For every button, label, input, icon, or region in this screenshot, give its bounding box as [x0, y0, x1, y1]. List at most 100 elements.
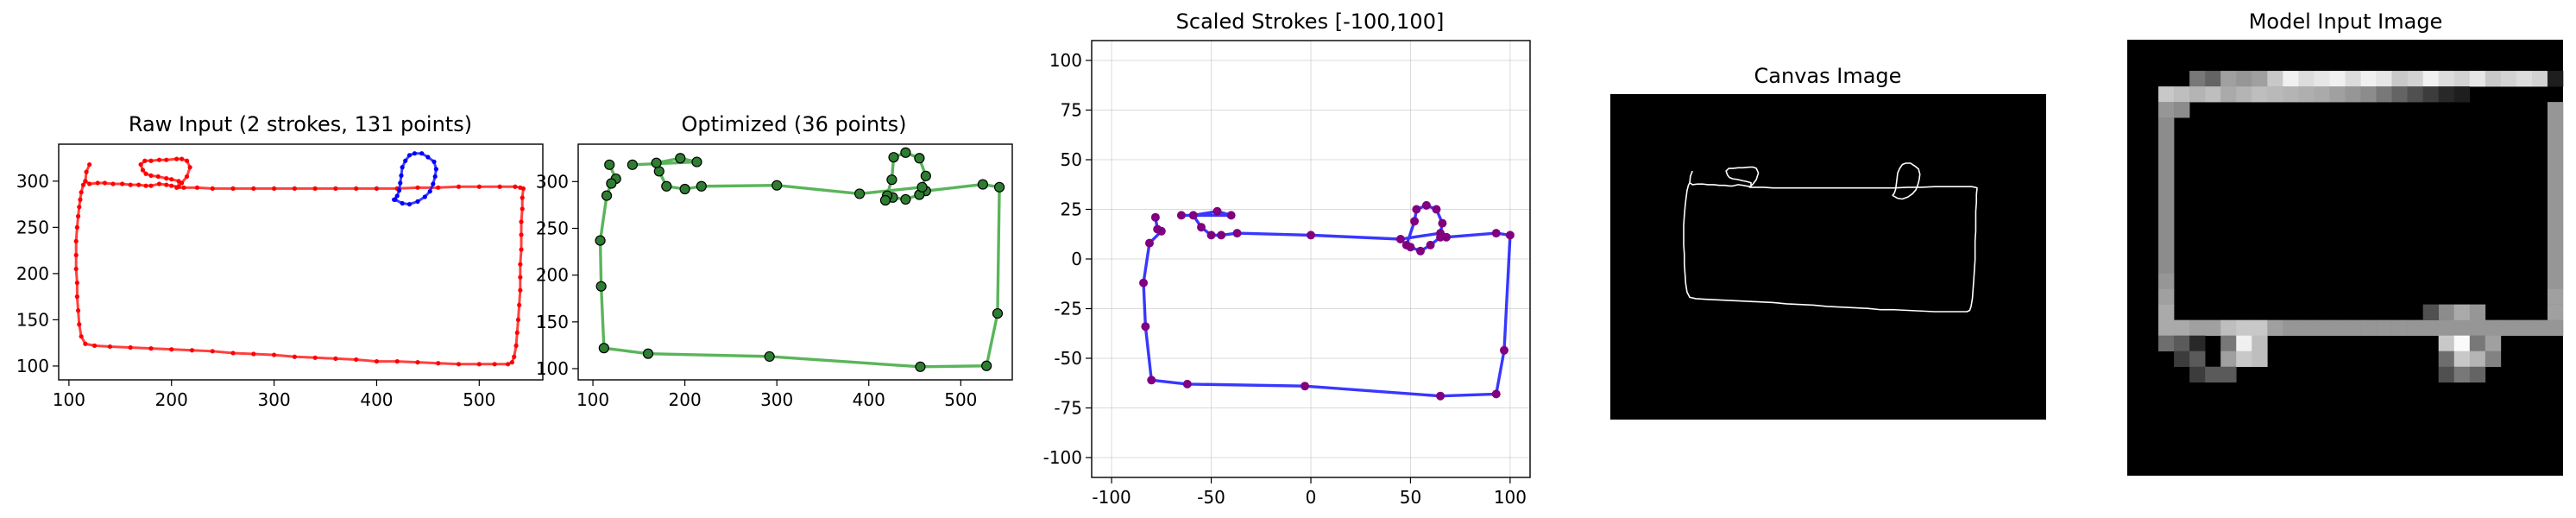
pixel-cell — [2189, 319, 2206, 336]
pixel-cell — [2252, 351, 2268, 368]
stroke-point — [143, 171, 148, 176]
stroke-point — [194, 185, 200, 190]
stroke-point — [74, 294, 79, 300]
stroke-point — [497, 184, 502, 189]
stroke-point — [1432, 205, 1441, 214]
panel-canvas-image: Canvas Image — [1610, 64, 2046, 420]
stroke-point — [1436, 229, 1445, 238]
pixel-cell — [2422, 71, 2440, 87]
stroke-point — [333, 186, 338, 191]
stroke-point — [1401, 240, 1411, 250]
stroke-point — [764, 351, 775, 363]
stroke-point — [476, 362, 482, 367]
pixel-cell — [2376, 86, 2392, 103]
pixel-cell — [2236, 335, 2252, 352]
pixel-cell — [2547, 117, 2564, 134]
stroke-point — [142, 158, 148, 163]
pixel-cell — [2547, 257, 2564, 274]
pixel-cell — [2252, 86, 2268, 103]
stroke-point — [1150, 212, 1160, 222]
stroke-point — [75, 213, 81, 219]
pixel-cell — [2220, 71, 2237, 87]
pixel-cell — [2469, 335, 2486, 352]
stroke-point — [1505, 231, 1515, 240]
pixel-cell — [2314, 71, 2330, 87]
stroke-point — [74, 224, 79, 230]
stroke-point — [691, 156, 702, 167]
pixel-cell — [2345, 319, 2361, 336]
panel-title: Canvas Image — [1754, 64, 1902, 88]
stroke-point — [1188, 211, 1198, 220]
stroke-point — [136, 182, 142, 187]
stroke-point — [433, 167, 438, 172]
pixel-cell — [2469, 366, 2486, 383]
stroke-point — [138, 161, 143, 167]
pixel-cell — [2267, 319, 2283, 336]
stroke-point — [436, 361, 441, 366]
pixel-cell — [2547, 180, 2564, 196]
y-tick-label: -50 — [1054, 348, 1082, 369]
stroke-point — [886, 174, 898, 186]
pixel-cell — [2547, 304, 2564, 320]
stroke-point — [148, 183, 154, 188]
stroke-point — [354, 357, 359, 363]
pixel-cell — [2220, 351, 2237, 368]
stroke-point — [83, 341, 88, 346]
stroke-point — [164, 157, 169, 162]
stroke-point — [406, 201, 413, 207]
stroke-point — [164, 182, 169, 187]
pixel-cell — [2547, 226, 2564, 243]
panel-title: Optimized (36 points) — [681, 112, 906, 136]
stroke-point — [456, 362, 462, 367]
pixel-cell — [2158, 288, 2175, 305]
stroke-point — [518, 275, 523, 280]
pixel-cell — [2236, 71, 2252, 87]
plot-frame — [58, 143, 544, 381]
y-tick-label: 150 — [536, 312, 569, 332]
pixel-cell — [2547, 102, 2564, 118]
pixel-cell — [2500, 319, 2517, 336]
x-tick-label: -100 — [1092, 487, 1131, 508]
stroke-point — [492, 362, 497, 367]
pixel-cell — [2158, 319, 2175, 336]
stroke-point — [431, 159, 437, 164]
pixel-cell — [2453, 366, 2471, 383]
stroke-point — [164, 176, 169, 181]
stroke-point — [981, 360, 992, 371]
pixel-cell — [2283, 86, 2299, 103]
pixel-cell — [2220, 335, 2237, 352]
stroke-point — [102, 180, 108, 186]
stroke-point — [354, 186, 359, 191]
stroke-point — [920, 170, 931, 181]
stroke-point — [514, 330, 520, 335]
pixel-cell — [2174, 86, 2190, 103]
pixel-cell — [2298, 319, 2315, 336]
stroke-point — [333, 356, 338, 361]
stroke-point — [1416, 246, 1425, 256]
stroke-point — [1301, 382, 1310, 391]
pixel-cell — [2438, 335, 2455, 352]
stroke-point — [75, 308, 81, 313]
canvas-stroke — [1683, 166, 1978, 313]
pixel-cell — [2205, 366, 2221, 383]
y-tick-label: 200 — [536, 265, 569, 286]
pixel-cell — [2469, 304, 2486, 320]
pixel-cell — [2485, 335, 2502, 352]
stroke-point — [518, 262, 523, 267]
stroke-point — [900, 193, 911, 205]
y-tick-label: 100 — [536, 358, 569, 379]
stroke-point — [292, 186, 297, 191]
pixel-cell — [2438, 86, 2455, 103]
pixel-cell — [2174, 102, 2190, 118]
pixel-cell — [2547, 273, 2564, 289]
stroke-point — [1156, 226, 1166, 236]
y-tick-label: 50 — [1061, 149, 1082, 170]
pixel-cell — [2236, 86, 2252, 103]
stroke-point — [679, 183, 690, 195]
y-tick-label: 0 — [1071, 249, 1082, 269]
pixel-cell — [2220, 86, 2237, 103]
stroke-point — [271, 352, 277, 357]
stroke-point — [431, 181, 436, 186]
pixel-cell — [2516, 71, 2533, 87]
stroke-point — [1212, 206, 1222, 216]
